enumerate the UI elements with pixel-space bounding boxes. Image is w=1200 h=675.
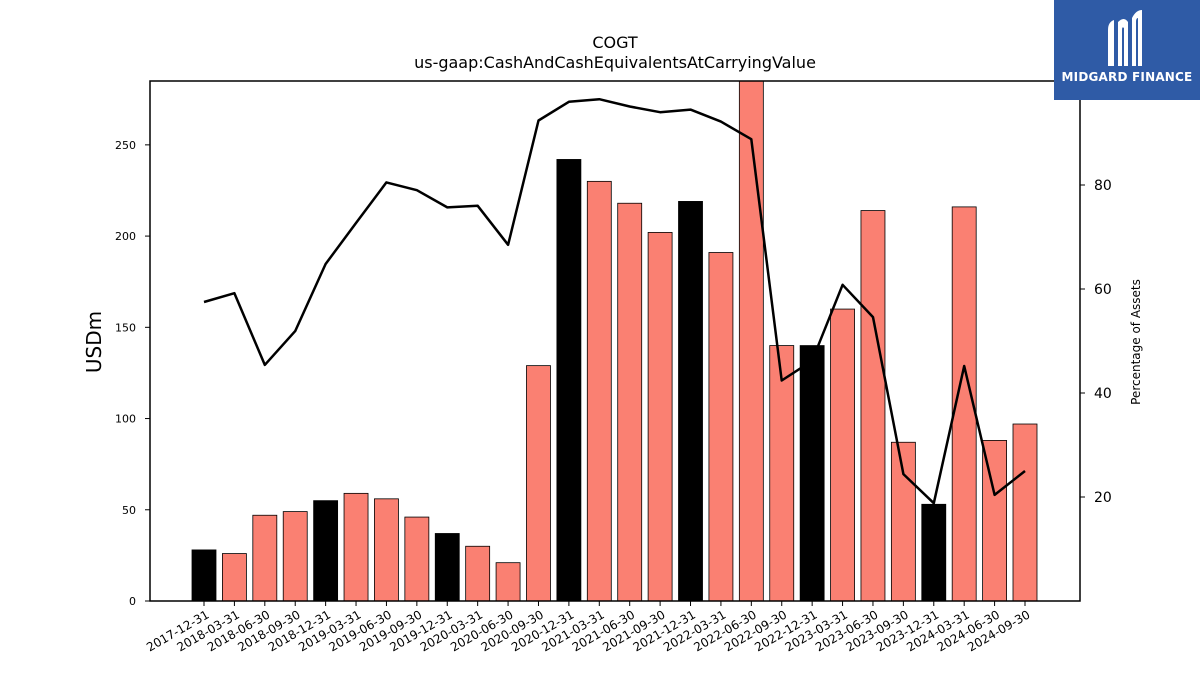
bar <box>982 440 1007 602</box>
logo-mark-icon <box>1108 10 1142 66</box>
y-axis-label: USDm <box>82 311 106 373</box>
y-tick-label: 150 <box>115 321 136 334</box>
logo: MIDGARD FINANCE <box>1054 0 1200 100</box>
bar <box>495 562 521 602</box>
bar <box>282 511 308 602</box>
bar <box>708 252 734 602</box>
bar <box>222 553 247 602</box>
bar <box>830 308 855 602</box>
y2-tick-label: 40 <box>1094 386 1112 402</box>
y-tick-label: 100 <box>115 413 136 426</box>
bar <box>465 545 491 602</box>
bar <box>617 202 643 602</box>
logo-text: MIDGARD FINANCE <box>1061 70 1193 84</box>
y-tick-label: 0 <box>129 595 136 608</box>
line-group <box>203 97 1026 505</box>
bar <box>526 365 551 602</box>
bar <box>921 503 947 602</box>
bar <box>404 516 430 602</box>
bar <box>343 492 369 602</box>
plot-frame <box>149 80 1081 602</box>
bar <box>890 441 916 602</box>
y2-tick-label: 60 <box>1094 282 1112 298</box>
chart-subtitle: us-gaap:CashAndCashEquivalentsAtCarrying… <box>414 53 816 72</box>
bars-group <box>191 80 1038 602</box>
bar <box>769 345 795 602</box>
bar <box>860 210 886 602</box>
bar <box>374 498 399 602</box>
y2-axis-label: Percentage of Assets <box>1129 279 1143 405</box>
bar <box>1012 423 1038 602</box>
bar <box>647 232 673 602</box>
y2-tick-label: 80 <box>1094 178 1112 194</box>
bar <box>313 500 339 602</box>
y-tick-label: 50 <box>122 504 136 517</box>
bar <box>678 201 703 602</box>
y-tick-label: 250 <box>115 139 136 152</box>
bar <box>434 533 460 602</box>
series-line <box>203 97 1026 505</box>
bar <box>799 345 825 602</box>
bar <box>556 159 582 602</box>
bar <box>252 514 278 602</box>
y2-tick-label: 20 <box>1094 490 1112 506</box>
bar <box>738 80 764 602</box>
y-tick-label: 200 <box>115 230 136 243</box>
bar <box>191 549 217 602</box>
bar <box>586 180 612 602</box>
chart-title: COGT <box>592 33 638 52</box>
